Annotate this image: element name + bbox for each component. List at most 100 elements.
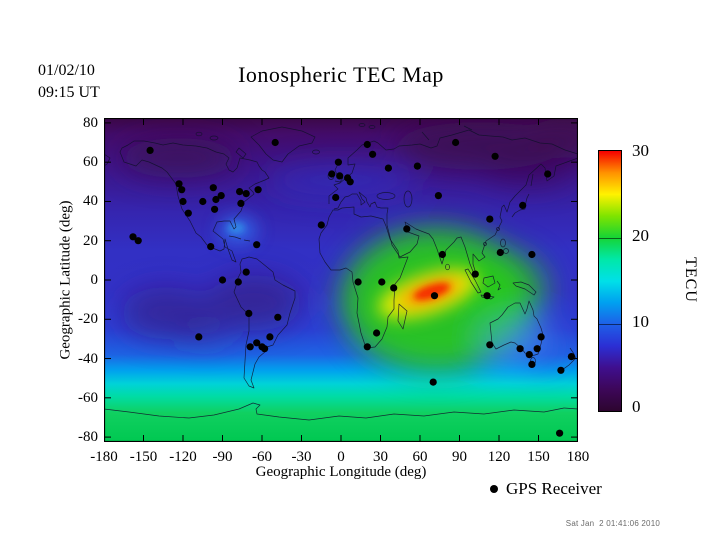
gps-receiver-point [254, 186, 262, 194]
gps-receiver-point [317, 221, 325, 229]
gps-receiver-point [438, 250, 446, 259]
gps-receiver-point [369, 150, 377, 158]
gps-receiver-point [332, 193, 340, 202]
legend: GPS Receiver [490, 479, 602, 499]
x-tick-label: 120 [487, 449, 511, 465]
x-tick-label: 180 [566, 449, 590, 465]
gps-receiver-point [471, 270, 479, 278]
gps-receiver-point [537, 333, 545, 341]
gps-receiver-point [236, 188, 244, 196]
gps-receiver-point [253, 339, 261, 347]
gps-receiver-point [195, 333, 203, 341]
colorbar-tick-label: 30 [632, 141, 649, 160]
tec-heatmap [104, 118, 578, 442]
gps-receiver-point [354, 278, 362, 286]
gps-receiver-point [556, 429, 564, 437]
gps-receiver-point [179, 197, 187, 206]
gps-receiver-point [274, 313, 282, 321]
gps-receiver-point [496, 248, 504, 257]
page-title: Ionospheric TEC Map [238, 62, 444, 87]
tec-map-canvas [104, 118, 578, 442]
colorbar-tick-line [599, 238, 621, 240]
colorbar-tick-label: 20 [632, 226, 649, 246]
gps-receiver-point [483, 292, 491, 300]
y-tick-label: 0 [90, 272, 99, 288]
gps-receiver-point [528, 250, 536, 259]
gps-receiver-point [516, 345, 524, 353]
gps-receiver-point [533, 345, 541, 353]
gps-receiver-point [544, 170, 552, 178]
gps-receiver-point [245, 309, 253, 317]
x-tick-label: -30 [291, 449, 312, 465]
gps-receiver-point [525, 351, 533, 359]
gps-receiver-point [217, 192, 225, 200]
gps-receiver-point [491, 152, 499, 160]
gps-receiver-point [378, 278, 386, 286]
render-timestamp: Sat Jan 2 01:41:06 2010 [565, 519, 660, 528]
gps-receiver-point [528, 360, 536, 368]
y-tick-label: 80 [83, 114, 98, 131]
colorbar-tick-line [599, 323, 621, 325]
gps-receiver-point [209, 184, 217, 192]
gps-receiver-point [363, 343, 371, 351]
gps-receiver-point [146, 146, 154, 154]
gps-receiver-point [486, 215, 494, 223]
x-tick-label: -150 [129, 449, 158, 465]
timestamp-block: 01/02/10 09:15 UT [38, 60, 100, 104]
x-tick-label: 0 [337, 449, 345, 465]
gps-receiver-point [237, 199, 245, 207]
gps-receiver-point [175, 180, 183, 188]
gps-receiver-point [199, 197, 207, 206]
colorbar [598, 150, 622, 412]
gps-receiver-point [261, 345, 269, 353]
colorbar-unit-label: TECU [682, 257, 699, 303]
gps-receiver-point [567, 353, 575, 361]
y-tick-label: 60 [83, 154, 98, 171]
gps-receiver-point [429, 378, 437, 386]
gps-receiver-point [434, 192, 442, 200]
map-plot [104, 118, 578, 442]
gps-receiver-point [390, 284, 398, 292]
y-tick-label: -60 [78, 389, 98, 406]
gps-receiver-point [384, 164, 392, 172]
gps-receiver-point [336, 172, 344, 180]
y-tick-label: -20 [78, 311, 98, 328]
y-tick-label: 40 [83, 193, 98, 210]
x-tick-label: 150 [527, 449, 550, 465]
gps-receiver-point [519, 201, 527, 209]
gps-receiver-point [178, 186, 186, 194]
y-tick-label: -40 [78, 350, 98, 367]
y-tick-label: 20 [83, 232, 98, 249]
x-tick-label: 30 [373, 449, 388, 465]
gps-receiver-point [413, 162, 421, 170]
gps-receiver-point [234, 278, 242, 286]
gps-receiver-point [266, 333, 274, 341]
x-tick-label: -60 [252, 449, 272, 465]
gps-receiver-point [212, 195, 220, 204]
gps-receiver-point [403, 225, 411, 233]
gps-receiver-point [211, 205, 219, 213]
gps-receiver-point [129, 233, 137, 241]
gps-receiver-point [430, 292, 439, 300]
gps-receiver-point [557, 366, 565, 374]
gps-receiver-point [363, 140, 371, 149]
date-label: 01/02/10 [38, 62, 95, 79]
gps-receiver-dot-icon [490, 485, 498, 493]
x-tick-label: -120 [169, 449, 197, 465]
gps-receiver-point [246, 343, 254, 351]
gps-receiver-point [253, 241, 261, 249]
plot-border [104, 118, 578, 442]
gps-receiver-point [242, 190, 250, 198]
x-tick-label: 90 [452, 449, 467, 465]
gps-receiver-point [184, 209, 192, 217]
colorbar-tick-label: 0 [632, 397, 641, 416]
gps-receiver-point [328, 170, 336, 178]
gps-receiver-point [452, 138, 460, 147]
axis-ticks [104, 118, 578, 442]
x-tick-label: -90 [212, 449, 233, 465]
gps-receiver-point [334, 158, 342, 166]
legend-label: GPS Receiver [506, 479, 602, 498]
gps-receiver-point [134, 237, 142, 245]
x-tick-label: -180 [90, 449, 118, 465]
